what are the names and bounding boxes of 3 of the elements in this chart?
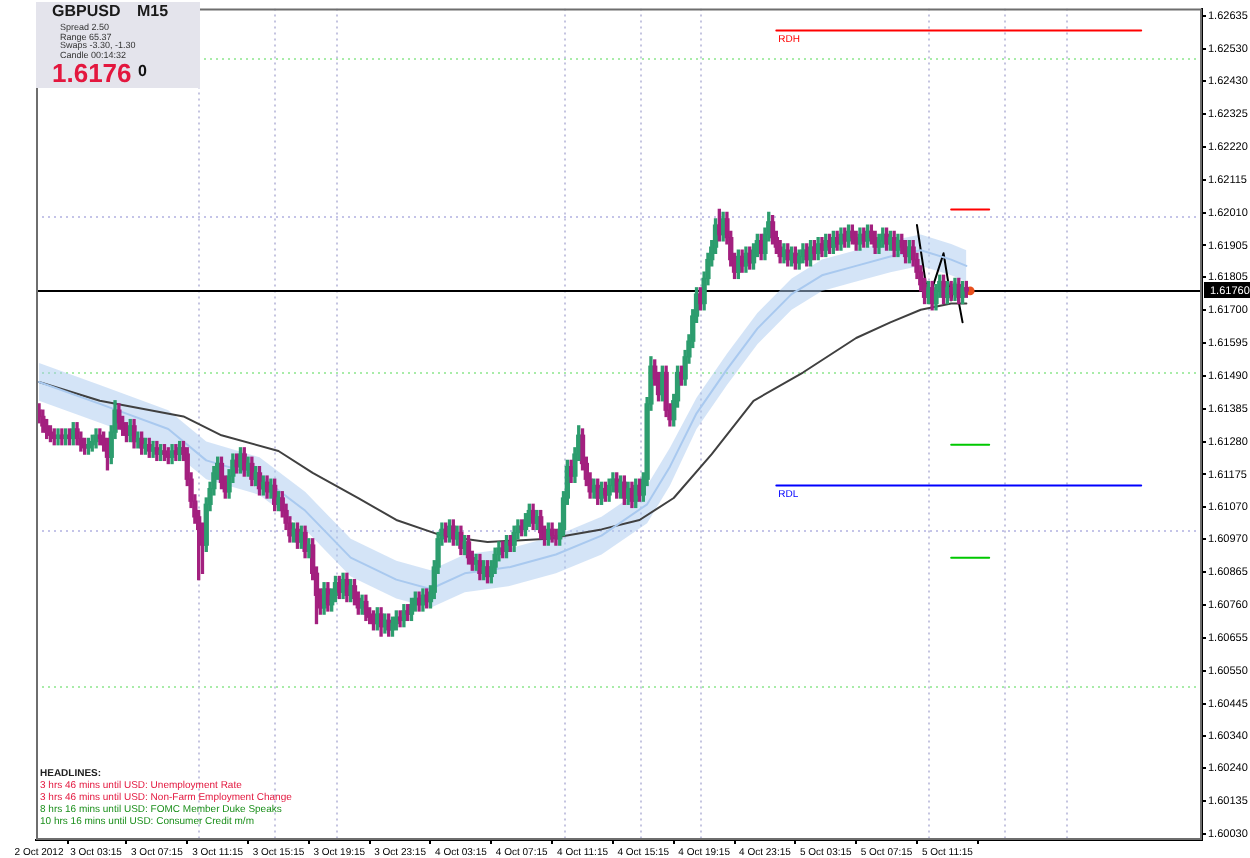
annotation: 0 <box>138 62 147 80</box>
chart-title: GBPUSD M15 <box>52 2 169 20</box>
annotation: 1.6176 <box>52 58 132 88</box>
